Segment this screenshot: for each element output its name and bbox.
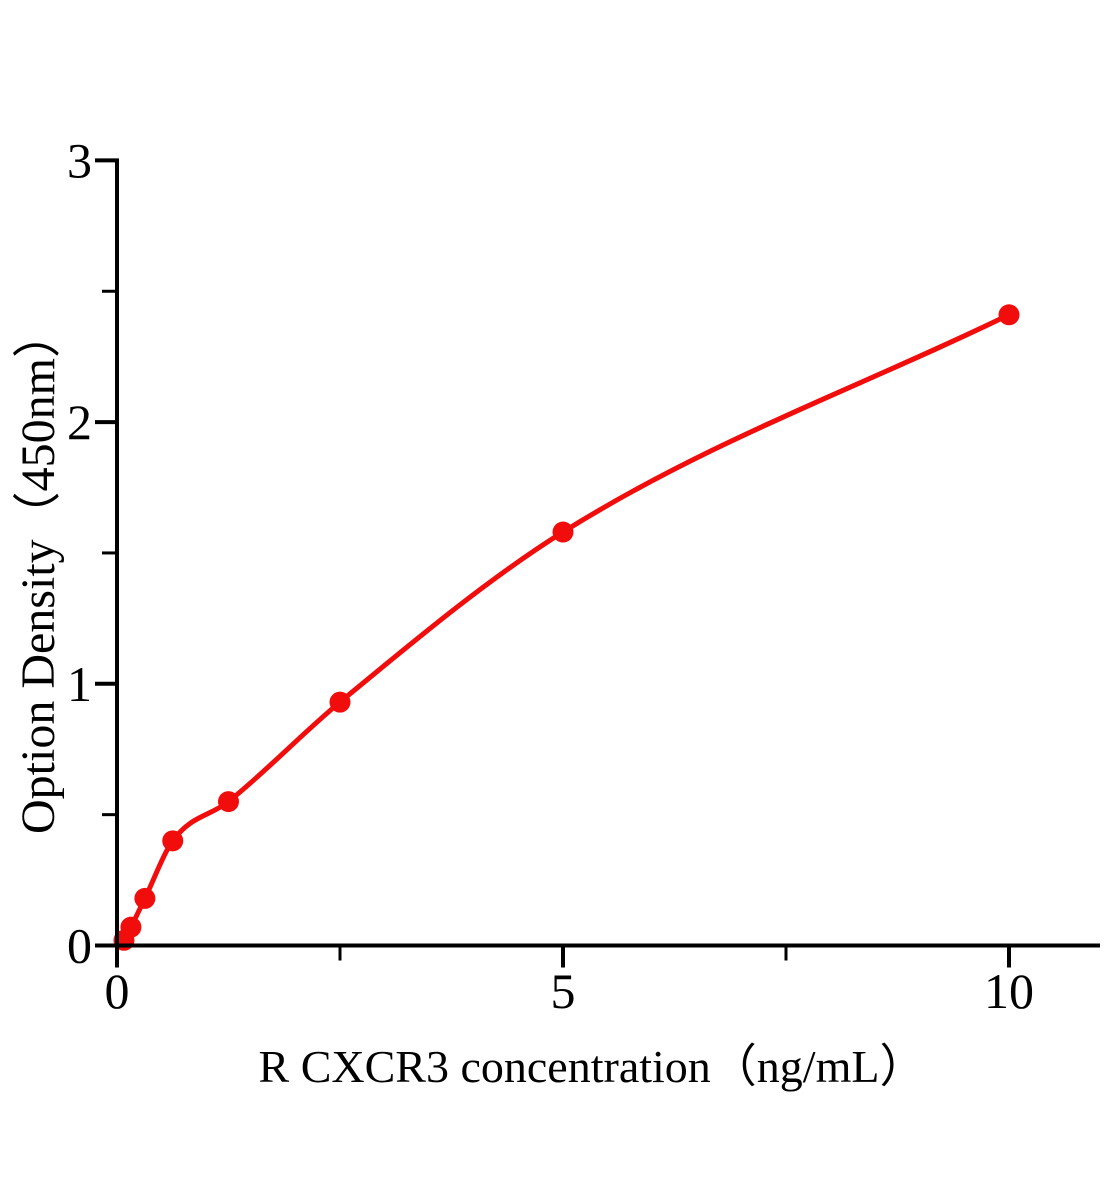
data-point: [329, 691, 351, 713]
x-axis-title: R CXCR3 concentration（ng/mL）: [258, 1041, 926, 1092]
x-tick-label: 10: [984, 963, 1034, 1019]
y-tick-label: 0: [67, 918, 92, 974]
data-point: [162, 830, 184, 852]
fit-curve: [114, 312, 1012, 948]
y-tick-label: 2: [67, 394, 92, 450]
data-point: [120, 916, 142, 938]
y-tick-label: 1: [67, 656, 92, 712]
data-point: [552, 521, 574, 543]
x-tick-label: 0: [105, 963, 130, 1019]
x-tick-label: 5: [551, 963, 576, 1019]
y-tick-label: 3: [67, 132, 92, 188]
data-point: [998, 304, 1020, 326]
data-point: [134, 887, 156, 909]
y-axis-title: Option Density（450nm）: [12, 310, 65, 834]
data-point: [218, 791, 239, 813]
